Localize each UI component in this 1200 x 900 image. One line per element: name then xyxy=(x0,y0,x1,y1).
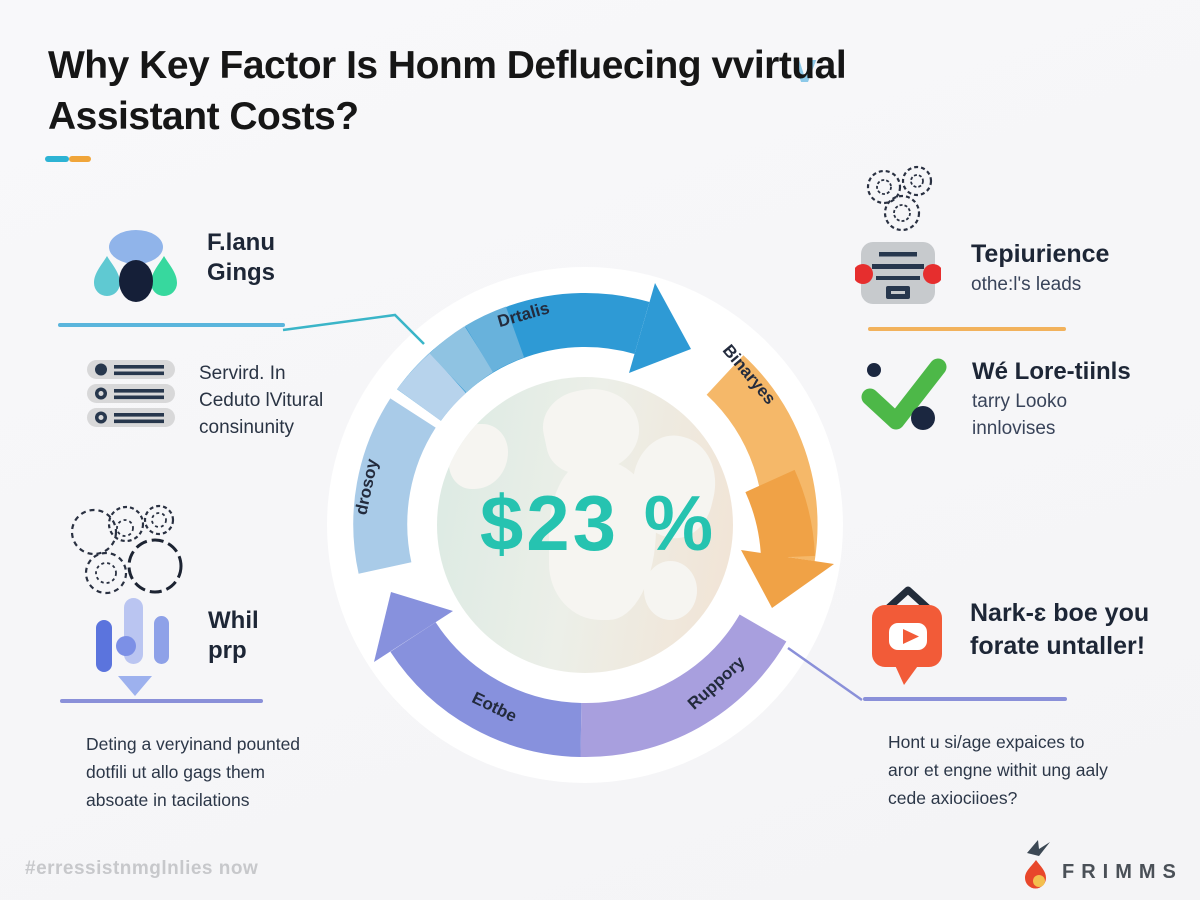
factor2-text: Servird. In Ceduto lVitural consinunity xyxy=(199,363,324,438)
cycle-arc-top-tail2 xyxy=(429,326,494,394)
cycle-arc-bottom-left xyxy=(390,621,583,757)
brand-name: FRIMMS xyxy=(1062,861,1183,883)
water-drops-icon xyxy=(94,230,177,302)
factor-item-6: Nark-ɛ boe you forate untaller! xyxy=(870,585,1149,687)
page-title-line2: Assistant Costs? xyxy=(48,95,359,138)
cycle-arrowhead-right xyxy=(741,550,834,608)
factor4-text: Tepiurience othe:l's leads xyxy=(971,238,1109,298)
center-statistic: $23 % xyxy=(479,479,717,567)
connector-line-left xyxy=(282,313,425,345)
connector-line-right xyxy=(787,646,863,702)
brand-logo: FRIMMS xyxy=(1022,836,1183,890)
flame-core xyxy=(1033,875,1045,887)
cycle-arc-top-tail1 xyxy=(397,352,467,422)
cycle-arc-bottom-right xyxy=(580,613,787,758)
left-paragraph: Deting a veryinand pounted dotfili ut al… xyxy=(86,734,301,810)
factor5-text: Wé Lore-tiinls tarry Looko innlovises xyxy=(972,355,1131,442)
cycle-arc-top-tail3 xyxy=(465,306,525,373)
watermark-text: #erressistnmglnlies now xyxy=(25,858,259,879)
checkmark-icon xyxy=(861,358,947,430)
video-badge-icon xyxy=(872,586,942,685)
factor-item-5: Wé Lore-tiinls tarry Looko innlovises xyxy=(860,355,1131,442)
divider-factor3 xyxy=(60,699,263,703)
factor4-title: Tepiurience xyxy=(971,240,1110,268)
sketch-circles-doodle xyxy=(70,504,183,595)
divider-factor6 xyxy=(863,697,1067,701)
page-title-line1: Why Key Factor Is Honm Defluecing vvirtu… xyxy=(48,44,847,87)
decor-v-mark: v xyxy=(793,44,817,91)
factor3-label: Whil prp xyxy=(208,607,259,664)
factor5-title: Wé Lore-tiinls xyxy=(972,358,1131,385)
right-paragraph: Hont u si/age expaices to aror et engne … xyxy=(888,732,1108,808)
factor5-sub1: tarry Looko xyxy=(972,391,1068,412)
factor-item-3: Whil prp xyxy=(96,598,259,698)
divider-factor1 xyxy=(58,323,285,327)
globe-continent xyxy=(644,560,698,620)
bar-chart-icon xyxy=(96,598,169,696)
page-title: Why Key Factor Is Honm Defluecing vvirtu… xyxy=(48,40,998,142)
factor4-subtitle: othe:l's leads xyxy=(971,274,1082,295)
title-accent-orange xyxy=(69,156,91,162)
factor1-label: F.lanu Gings xyxy=(207,229,276,286)
factor-item-2: Servird. In Ceduto lVitural consinunity xyxy=(87,360,323,441)
gears-doodle xyxy=(866,165,933,232)
cycle-arrowhead-bottom-left xyxy=(374,592,453,662)
list-rows-icon xyxy=(87,360,175,427)
globe-illustration xyxy=(437,377,733,673)
factor-item-1: F.lanu Gings xyxy=(93,228,275,304)
factor6-title: Nark-ɛ boe you forate untaller! xyxy=(970,599,1150,660)
bird-icon xyxy=(1027,840,1050,856)
factor5-sub2: innlovises xyxy=(972,418,1056,439)
server-card-icon xyxy=(855,242,941,304)
cycle-arrowhead-top xyxy=(629,283,691,373)
title-accent-teal xyxy=(45,156,69,162)
factor-item-4: Tepiurience othe:l's leads xyxy=(855,238,1109,310)
brand-mark xyxy=(1025,840,1050,889)
cycle-arc-right-deep xyxy=(745,469,815,559)
cycle-arc-left xyxy=(353,398,437,574)
divider-factor4 xyxy=(868,327,1066,331)
